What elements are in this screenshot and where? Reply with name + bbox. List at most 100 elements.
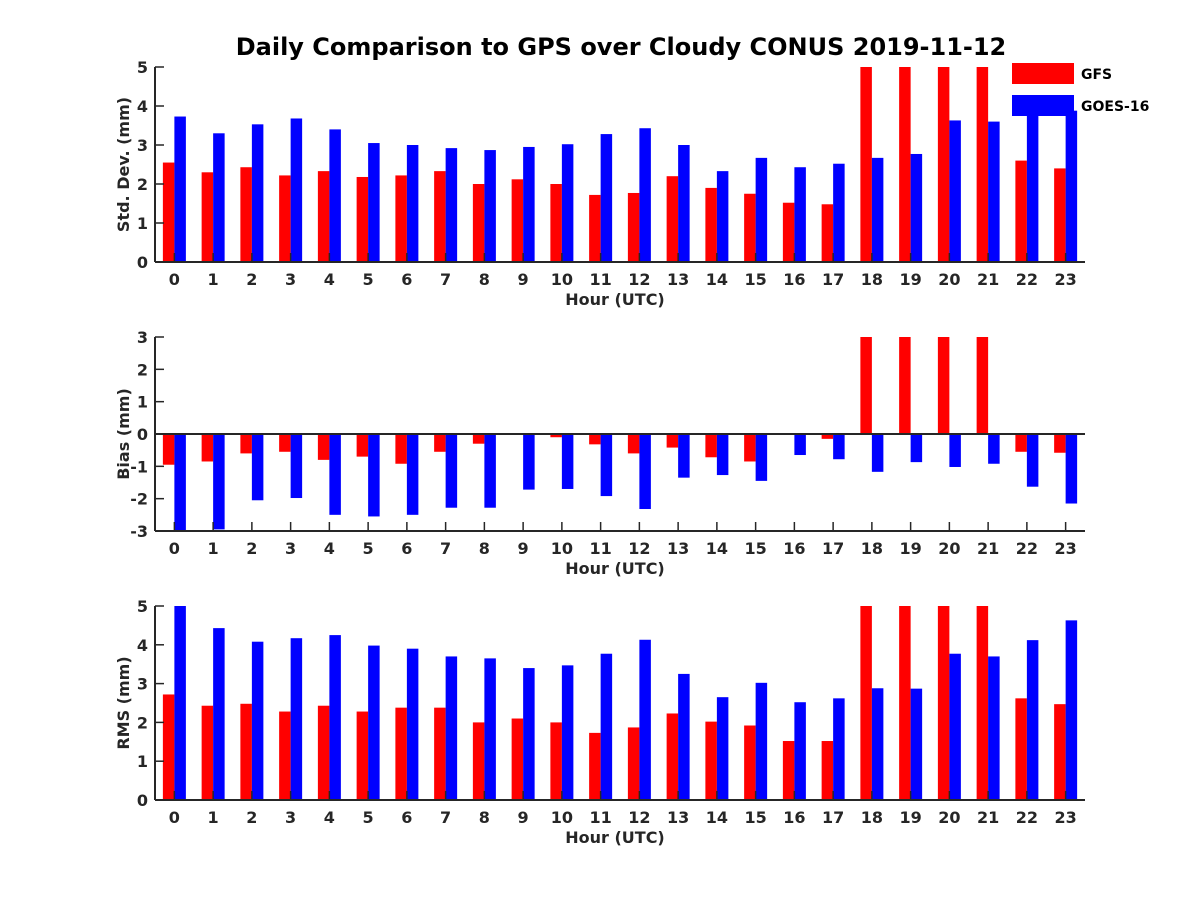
bar-goes-16-hour-18 <box>871 688 884 800</box>
bar-goes-16-hour-20 <box>949 434 961 467</box>
bar-gfs-hour-15 <box>744 725 756 800</box>
bar-gfs-hour-10 <box>550 722 562 800</box>
bar-gfs-hour-20 <box>937 606 950 800</box>
bar-gfs-hour-10 <box>550 434 562 438</box>
bar-gfs-hour-8 <box>472 434 485 444</box>
bar-goes-16-hour-10 <box>561 144 574 262</box>
y-tick-label: -3 <box>130 522 148 541</box>
bar-goes-16-hour-18 <box>871 434 884 472</box>
bar-gfs-hour-13 <box>666 434 679 448</box>
bar-gfs-hour-2 <box>240 434 252 454</box>
x-tick-label: 18 <box>861 808 883 827</box>
bar-goes-16-hour-15 <box>755 682 768 800</box>
bar-gfs-hour-13 <box>666 176 679 262</box>
x-tick-label: 7 <box>440 539 451 558</box>
x-tick-label: 17 <box>822 270 844 289</box>
bar-gfs-hour-17 <box>821 741 834 800</box>
bar-goes-16-hour-6 <box>406 145 419 262</box>
x-tick-label: 11 <box>589 270 611 289</box>
bar-goes-16-hour-5 <box>368 143 380 262</box>
bar-gfs-hour-3 <box>279 175 291 262</box>
bar-goes-16-hour-21 <box>988 434 1000 464</box>
bar-goes-16-hour-23 <box>1065 434 1078 504</box>
x-tick-label: 1 <box>208 808 219 827</box>
bar-goes-16-hour-3 <box>290 434 303 499</box>
y-tick-label: 1 <box>137 393 148 412</box>
bar-gfs-hour-1 <box>201 434 214 462</box>
y-tick-label: 4 <box>137 97 148 116</box>
bar-gfs-hour-19 <box>899 337 911 434</box>
y-tick-label: 3 <box>137 136 148 155</box>
bar-goes-16-hour-4 <box>329 129 341 262</box>
bar-gfs-hour-23 <box>1054 434 1066 453</box>
bar-gfs-hour-21 <box>976 67 989 262</box>
x-tick-label: 9 <box>518 270 529 289</box>
x-tick-label: 14 <box>706 539 728 558</box>
x-tick-label: 4 <box>324 539 335 558</box>
bar-gfs-hour-2 <box>240 167 252 262</box>
bar-goes-16-hour-2 <box>251 124 264 262</box>
bar-gfs-hour-15 <box>744 193 756 262</box>
x-tick-label: 9 <box>518 539 529 558</box>
y-tick-label: 2 <box>137 360 148 379</box>
bar-goes-16-hour-10 <box>561 434 574 489</box>
bar-gfs-hour-0 <box>162 162 175 262</box>
x-tick-label: 19 <box>899 539 921 558</box>
x-tick-label: 21 <box>977 270 999 289</box>
y-axis-label: Bias (mm) <box>114 388 133 480</box>
bar-gfs-hour-13 <box>666 713 679 800</box>
bar-goes-16-hour-11 <box>600 653 613 800</box>
x-tick-label: 9 <box>518 808 529 827</box>
x-tick-label: 10 <box>551 808 573 827</box>
y-tick-label: -1 <box>130 457 148 476</box>
x-tick-label: 1 <box>208 270 219 289</box>
bar-goes-16-hour-12 <box>639 639 651 800</box>
bar-goes-16-hour-7 <box>445 148 458 262</box>
y-tick-label: 3 <box>137 328 148 347</box>
bar-gfs-hour-14 <box>705 434 717 458</box>
chart-title: Daily Comparison to GPS over Cloudy CONU… <box>236 33 1007 61</box>
bar-goes-16-hour-8 <box>484 658 496 800</box>
x-tick-label: 3 <box>285 539 296 558</box>
bar-goes-16-hour-15 <box>755 157 768 262</box>
bar-gfs-hour-2 <box>240 703 252 800</box>
bar-gfs-hour-22 <box>1015 434 1027 452</box>
bar-gfs-hour-5 <box>356 434 369 457</box>
x-tick-label: 20 <box>938 808 960 827</box>
legend-swatch-goes-16 <box>1012 95 1074 116</box>
bar-goes-16-hour-13 <box>678 434 690 478</box>
x-tick-label: 16 <box>783 270 805 289</box>
y-tick-label: 1 <box>137 214 148 233</box>
bar-gfs-hour-0 <box>162 434 175 465</box>
bar-gfs-hour-14 <box>705 187 717 262</box>
bar-gfs-hour-4 <box>317 434 330 460</box>
bar-gfs-hour-6 <box>395 707 407 800</box>
legend-label-goes-16: GOES-16 <box>1081 99 1149 115</box>
bar-goes-16-hour-22 <box>1026 640 1039 800</box>
bar-gfs-hour-4 <box>317 705 330 800</box>
x-tick-label: 14 <box>706 270 728 289</box>
bar-goes-16-hour-14 <box>716 171 729 262</box>
x-tick-label: 11 <box>589 539 611 558</box>
bar-goes-16-hour-21 <box>988 121 1000 262</box>
y-tick-label: 2 <box>137 713 148 732</box>
bar-gfs-hour-21 <box>976 337 989 434</box>
x-tick-label: 16 <box>783 808 805 827</box>
bar-gfs-hour-8 <box>472 722 485 800</box>
x-tick-label: 22 <box>1016 270 1038 289</box>
x-tick-label: 13 <box>667 270 689 289</box>
bar-goes-16-hour-19 <box>910 434 923 463</box>
bar-goes-16-hour-1 <box>213 133 225 262</box>
legend-swatch-gfs <box>1012 63 1074 84</box>
bar-goes-16-hour-17 <box>833 434 845 460</box>
bar-gfs-hour-4 <box>317 171 330 262</box>
bar-goes-16-hour-8 <box>484 150 496 262</box>
bar-goes-16-hour-18 <box>871 157 884 262</box>
bar-gfs-hour-0 <box>162 694 175 800</box>
x-tick-label: 7 <box>440 270 451 289</box>
legend-label-gfs: GFS <box>1081 67 1112 83</box>
y-tick-label: 1 <box>137 752 148 771</box>
